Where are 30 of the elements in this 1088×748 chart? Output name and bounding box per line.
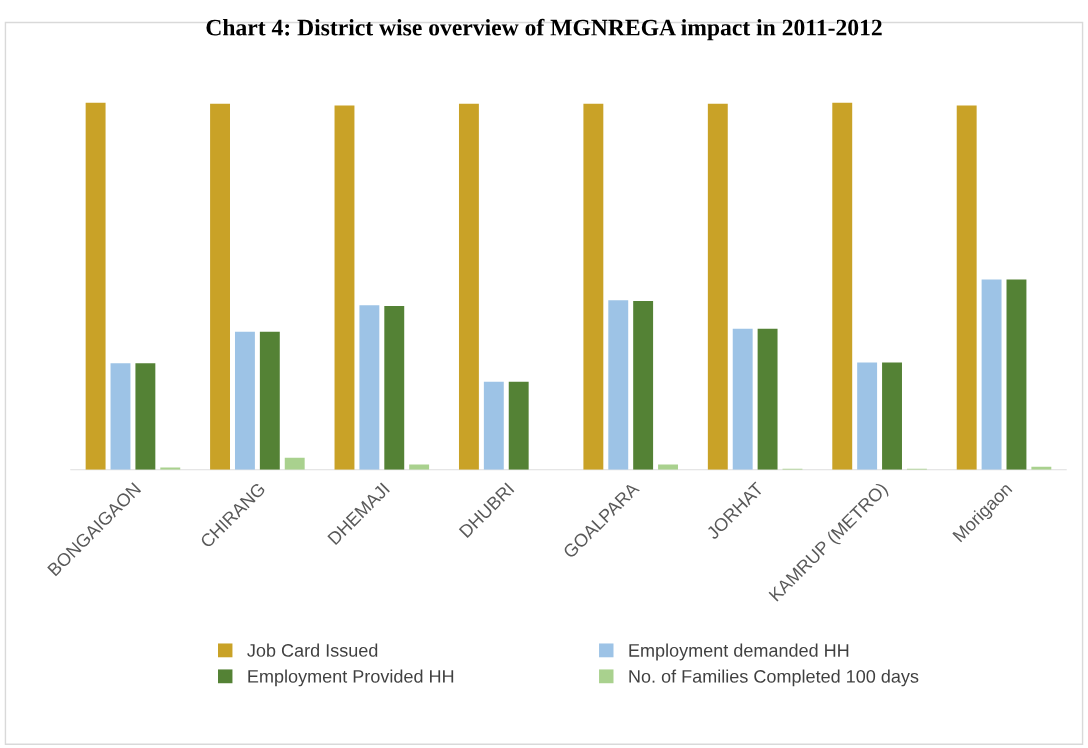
legend-label: Employment Provided HH bbox=[248, 669, 454, 687]
bar bbox=[857, 362, 878, 470]
bar bbox=[334, 105, 355, 470]
bar bbox=[981, 279, 1002, 470]
bar bbox=[284, 457, 305, 470]
bar bbox=[234, 331, 255, 470]
bar bbox=[608, 300, 629, 470]
bar bbox=[85, 102, 106, 470]
chart-title: Chart 4: District wise overview of MGNREGA impact in 2011-2012 bbox=[206, 18, 882, 41]
bar bbox=[882, 362, 902, 470]
legend-label: Job Card Issued bbox=[247, 643, 378, 657]
bar bbox=[707, 103, 728, 470]
bar bbox=[956, 105, 977, 470]
bar bbox=[110, 363, 131, 470]
bar bbox=[1006, 279, 1027, 470]
bar bbox=[832, 102, 853, 470]
bar bbox=[135, 363, 156, 470]
bar bbox=[483, 381, 504, 470]
bar bbox=[384, 306, 405, 470]
bar bbox=[633, 300, 654, 470]
bar bbox=[359, 305, 380, 470]
bar bbox=[508, 381, 529, 470]
bar bbox=[757, 328, 778, 470]
legend-label: No. of Families Completed 100 days bbox=[629, 669, 919, 687]
bar bbox=[259, 331, 280, 470]
bar bbox=[458, 103, 479, 470]
bar bbox=[210, 103, 230, 470]
legend-label: Employment demanded HH bbox=[629, 643, 849, 661]
bar bbox=[583, 103, 604, 470]
bar bbox=[732, 328, 753, 470]
